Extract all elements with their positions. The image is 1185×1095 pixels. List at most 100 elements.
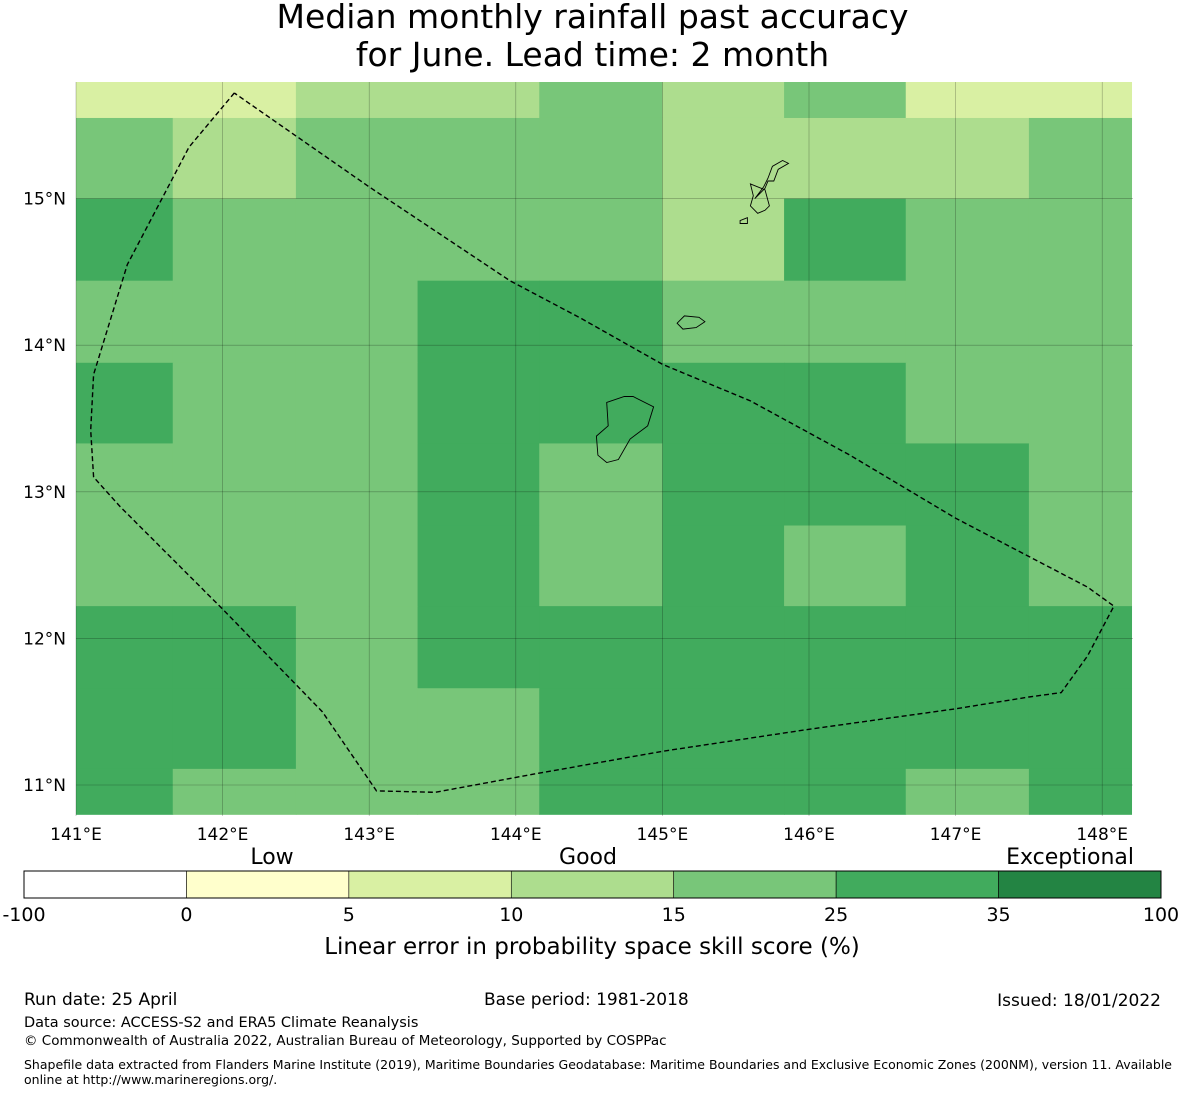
grid-cell [295, 525, 419, 607]
island-outline [676, 315, 706, 330]
grid-cell [539, 198, 663, 282]
grid-cell [295, 606, 419, 689]
lat-tick-label: 11°N [23, 776, 66, 796]
lon-tick-label: 147°E [930, 825, 982, 845]
grid-cell [784, 280, 907, 364]
grid-cell [76, 117, 174, 200]
colorbar-axis-label: Linear error in probability space skill … [324, 934, 860, 960]
colorbar-category-label: Good [559, 845, 617, 870]
data-source: Data source: ACCESS-S2 and ERA5 Climate … [24, 1015, 419, 1031]
grid-cell [905, 688, 1030, 770]
grid-cell [662, 82, 785, 119]
grid-cell [1028, 525, 1133, 607]
grid-cell [417, 280, 540, 364]
grid-cell [417, 688, 540, 770]
grid-cell [417, 606, 540, 689]
colorbar-tick-label: -100 [2, 904, 45, 926]
grid-cell [1028, 117, 1133, 200]
lon-tick-label: 141°E [50, 825, 102, 845]
grid-cell [295, 443, 419, 527]
grid-cell [662, 768, 785, 815]
grid-cell [76, 688, 174, 770]
colorbar-tick-label: 25 [824, 904, 848, 926]
grid-cell [1028, 606, 1133, 689]
grid-cell [295, 82, 419, 119]
grid-cell [539, 82, 663, 119]
grid-cell [662, 525, 785, 607]
colorbar-tick-label: 100 [1143, 904, 1179, 926]
island-outline [739, 217, 748, 224]
grid-cell [905, 606, 1030, 689]
grid-cell [1028, 280, 1133, 364]
colorbar-tick-label: 35 [986, 904, 1010, 926]
grid-cell [417, 443, 540, 527]
grid-cell [172, 606, 297, 689]
grid-cell [662, 688, 785, 770]
grid-cell [76, 362, 174, 444]
grid-cell [905, 280, 1030, 364]
grid-cell [784, 606, 907, 689]
island-outlines [595, 159, 790, 463]
shapefile-note: Shapefile data extracted from Flanders M… [24, 1057, 1172, 1087]
issued-date: Issued: 18/01/2022 [997, 991, 1161, 1011]
grid-cell [539, 688, 663, 770]
grid-cell [784, 525, 907, 607]
lon-tick-label: 144°E [490, 825, 542, 845]
colorbar-segment [23, 870, 187, 899]
grid-cell [295, 280, 419, 364]
grid-cell [172, 117, 297, 200]
grid-cell [784, 117, 907, 200]
grid-cell [905, 117, 1030, 200]
grid-cell [76, 525, 174, 607]
map-title-line-2: for June. Lead time: 2 month [355, 35, 830, 74]
grid-cell [172, 82, 297, 119]
grid-cell [417, 362, 540, 444]
grid-cell [784, 688, 907, 770]
grid-cell [172, 443, 297, 527]
grid-cell [662, 117, 785, 200]
copyright-notice: © Commonwealth of Australia 2022, Austra… [24, 1033, 667, 1049]
grid-cell [172, 280, 297, 364]
lat-tick-label: 13°N [23, 483, 66, 503]
grid-cell [662, 280, 785, 364]
lat-lon-gridlines [75, 82, 1133, 816]
island-outline [754, 159, 790, 199]
lat-tick-label: 15°N [23, 190, 66, 210]
grid-cell [76, 768, 174, 815]
grid-cell [662, 606, 785, 689]
grid-cell [539, 768, 663, 815]
colorbar-tick-label: 5 [343, 904, 355, 926]
grid-cell [172, 688, 297, 770]
grid-cell [417, 117, 540, 200]
lat-tick-label: 12°N [23, 629, 66, 649]
grid-cell [76, 280, 174, 364]
grid-cell [1028, 688, 1133, 770]
colorbar-tick-label: 15 [662, 904, 686, 926]
grid-cell [417, 525, 540, 607]
grid-cell [905, 768, 1030, 815]
base-period: Base period: 1981-2018 [484, 990, 689, 1010]
grid-cell [905, 198, 1030, 282]
lon-tick-label: 145°E [637, 825, 689, 845]
grid-cell [539, 443, 663, 527]
grid-cell [784, 82, 907, 119]
grid-cell [905, 362, 1030, 444]
eez-boundary-line [89, 92, 1115, 794]
eez-boundary [89, 92, 1115, 794]
grid-cell [539, 525, 663, 607]
skill-score-colorbar: -100 0 5 10 15 25 35 100 Low Good Exceptional Linea… [2, 845, 1179, 960]
grid-cell [1028, 82, 1133, 119]
axis-tick-labels: 141°E 142°E 143°E 144°E 145°E 146°E 147°E 148°E… [23, 190, 1128, 845]
colorbar-segment [998, 870, 1162, 899]
grid-cell [784, 362, 907, 444]
grid-cell [662, 198, 785, 282]
run-date: Run date: 25 April [24, 990, 178, 1010]
colorbar-segment [186, 870, 350, 899]
grid-cell [905, 82, 1030, 119]
grid-cell [539, 117, 663, 200]
grid-cell [905, 525, 1030, 607]
colorbar-segment [348, 870, 512, 899]
colorbar-segment [510, 870, 675, 899]
island-outline [595, 396, 655, 463]
